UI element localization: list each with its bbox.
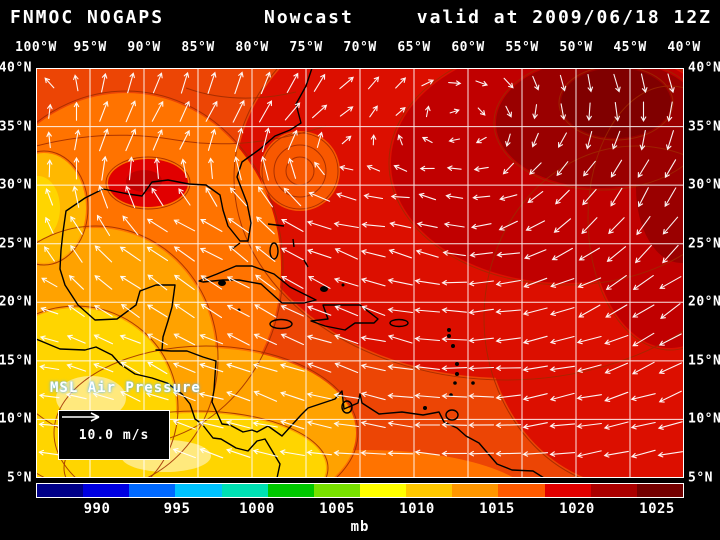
lat-tick-label: 15°N — [0, 353, 32, 369]
lon-tick-label: 85°W — [181, 40, 215, 55]
colorbar-segment — [498, 484, 545, 497]
small-islands — [218, 280, 475, 410]
colorbar-tick: 1025 — [639, 501, 675, 517]
colorbar-tick: 1005 — [319, 501, 355, 517]
colorbar-tick: 1015 — [479, 501, 515, 517]
map-area: MSL Air Pressure 10.0 m/s — [36, 68, 684, 478]
lat-tick-label: 35°N — [0, 119, 32, 135]
lat-tick-label: 15°N — [688, 353, 720, 369]
lat-tick-label: 40°N — [688, 60, 720, 76]
lat-tick-label: 25°N — [0, 236, 32, 252]
grid-lines — [36, 68, 684, 478]
lat-tick-label: 35°N — [688, 119, 720, 135]
coastlines — [36, 68, 545, 478]
lat-tick-label: 5°N — [7, 470, 32, 486]
lon-tick-label: 90°W — [127, 40, 161, 55]
lon-tick-label: 45°W — [613, 40, 647, 55]
wind-vectors — [36, 68, 684, 478]
model-name: FNMOC NOGAPS — [10, 7, 165, 28]
valid-time: valid at 2009/06/18 12Z — [416, 7, 712, 28]
wind-scale-box: 10.0 m/s — [58, 410, 170, 460]
lat-tick-label: 10°N — [688, 411, 720, 427]
colorbar-tick: 995 — [163, 501, 191, 517]
colorbar-segment — [452, 484, 499, 497]
colorbar-unit: mb — [350, 519, 370, 535]
lon-tick-label: 40°W — [667, 40, 701, 55]
lat-tick-label: 5°N — [688, 470, 713, 486]
colorbar-segment — [83, 484, 130, 497]
field-label: MSL Air Pressure — [50, 380, 201, 396]
map-canvas — [36, 68, 684, 478]
lat-tick-label: 40°N — [0, 60, 32, 76]
lon-tick-label: 60°W — [451, 40, 485, 55]
lon-tick-label: 70°W — [343, 40, 377, 55]
colorbar-tick-labels: 990 995 1000 1005 1010 1015 1020 1025 — [0, 501, 720, 517]
lon-tick-label: 55°W — [505, 40, 539, 55]
colorbar — [36, 483, 684, 498]
colorbar-segment — [590, 484, 637, 497]
lon-tick-label: 80°W — [235, 40, 269, 55]
colorbar-segment — [313, 484, 360, 497]
lon-tick-label: 100°W — [15, 40, 57, 55]
longitude-axis: 100°W 95°W 90°W 85°W 80°W 75°W 70°W 65°W 60°W 55°… — [0, 40, 720, 56]
colorbar-tick: 1000 — [239, 501, 275, 517]
lat-tick-label: 30°N — [688, 177, 720, 193]
colorbar-segment — [37, 484, 84, 497]
colorbar-segment — [406, 484, 453, 497]
wind-scale-arrow-icon — [62, 412, 100, 422]
colorbar-segment — [544, 484, 591, 497]
lat-tick-label: 30°N — [0, 177, 32, 193]
colorbar-segment — [267, 484, 314, 497]
lon-tick-label: 65°W — [397, 40, 431, 55]
wind-scale-label: 10.0 m/s — [78, 427, 150, 443]
colorbar-segment — [175, 484, 222, 497]
product-name: Nowcast — [264, 7, 354, 28]
colorbar-segment — [636, 484, 683, 497]
lon-tick-label: 50°W — [559, 40, 593, 55]
isobar-contours — [36, 68, 684, 478]
colorbar-tick: 990 — [83, 501, 111, 517]
lon-tick-label: 75°W — [289, 40, 323, 55]
colorbar-segment — [359, 484, 407, 497]
lat-tick-label: 20°N — [688, 294, 720, 310]
colorbar-segment — [129, 484, 176, 497]
lat-tick-label: 25°N — [688, 236, 720, 252]
colorbar-tick: 1010 — [399, 501, 435, 517]
lon-tick-label: 95°W — [73, 40, 107, 55]
colorbar-tick: 1020 — [559, 501, 595, 517]
lat-tick-label: 10°N — [0, 411, 32, 427]
colorbar-segment — [221, 484, 268, 497]
lat-tick-label: 20°N — [0, 294, 32, 310]
